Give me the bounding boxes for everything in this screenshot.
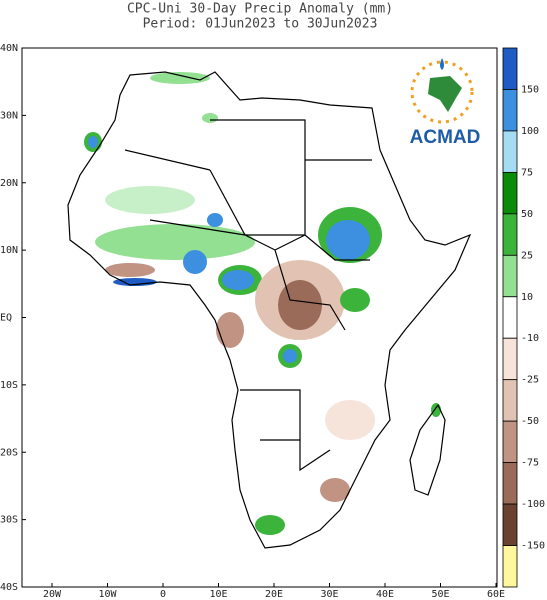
latitude-label: 30N xyxy=(0,110,18,121)
colorbar-box xyxy=(502,337,518,381)
colorbar-label: -25 xyxy=(521,375,539,386)
longitude-label: 20E xyxy=(265,589,283,600)
colorbar-label: 100 xyxy=(521,126,539,137)
colorbar-label: -10 xyxy=(521,333,539,344)
anomaly-field xyxy=(84,72,441,535)
latitude-label: 20S xyxy=(0,447,18,458)
colorbar-label: -50 xyxy=(521,416,539,427)
latitude-label: 40N xyxy=(0,43,18,54)
longitude-label: 60E xyxy=(487,589,505,600)
colorbar-label: 150 xyxy=(521,84,539,95)
coastline xyxy=(67,71,472,549)
colorbar-label: 10 xyxy=(521,292,533,303)
colorbar-box xyxy=(502,254,518,298)
colorbar-box xyxy=(502,420,518,464)
title-line: Period: 01Jun2023 to 30Jun2023 xyxy=(143,17,378,32)
colorbar-box xyxy=(502,47,518,90)
colorbar-box xyxy=(502,296,518,339)
colorbar-box xyxy=(502,130,518,173)
colorbar-box xyxy=(502,213,518,256)
colorbar-label: -100 xyxy=(521,499,545,510)
longitude-label: 0 xyxy=(160,589,166,600)
logo-text: ACMAD xyxy=(410,127,481,148)
latitude-label: 10S xyxy=(0,380,18,391)
colorbar-label: -150 xyxy=(521,541,545,552)
colorbar-box xyxy=(502,171,518,215)
title-line: CPC-Uni 30-Day Precip Anomaly (mm) xyxy=(127,2,393,17)
latitude-label: EQ xyxy=(0,313,12,324)
longitude-label: 50E xyxy=(431,589,449,600)
colorbar-label: 75 xyxy=(521,167,533,178)
latitude-label: 10N xyxy=(0,245,18,256)
logo: ACMAD xyxy=(410,58,481,148)
latitude-label: 40S xyxy=(0,582,18,593)
colorbar-label: 25 xyxy=(521,250,533,261)
colorbar-box xyxy=(502,462,518,505)
colorbar-box xyxy=(502,545,518,588)
colorbar-box xyxy=(502,503,518,546)
longitude-label: 10W xyxy=(98,589,117,600)
colorbar-box xyxy=(502,379,518,422)
latitude-label: 20N xyxy=(0,178,18,189)
longitude-label: 30E xyxy=(320,589,338,600)
longitude-label: 10E xyxy=(209,589,227,600)
colorbar-box xyxy=(502,89,518,132)
colorbar-label: -75 xyxy=(521,458,539,469)
latitude-label: 30S xyxy=(0,515,18,526)
longitude-label: 20W xyxy=(43,589,62,600)
colorbar-label: 50 xyxy=(521,209,533,220)
longitude-label: 40E xyxy=(376,589,394,600)
